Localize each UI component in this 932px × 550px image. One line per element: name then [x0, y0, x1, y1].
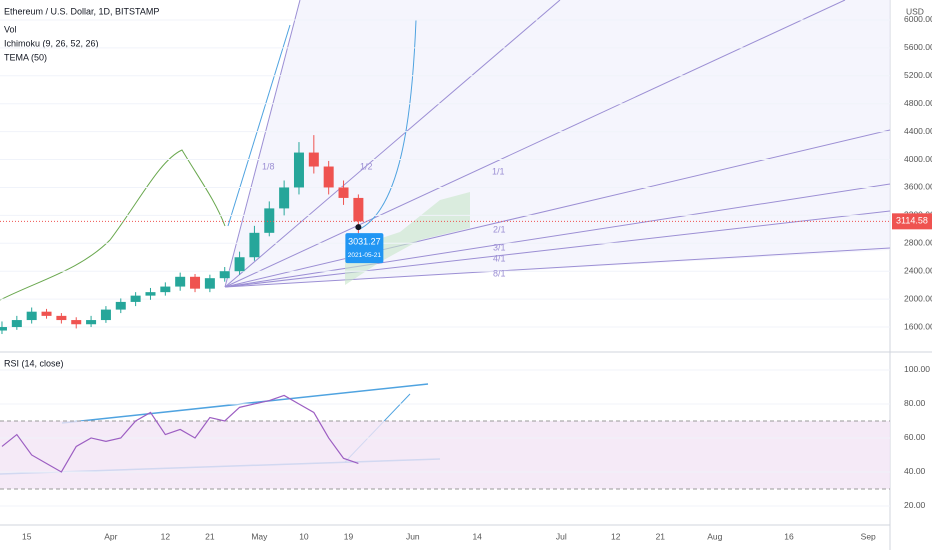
x-tick-label: Sep [861, 531, 876, 541]
candle-body [279, 187, 290, 209]
y-tick-label: 4000.00 [904, 154, 932, 164]
candle-body [338, 187, 349, 198]
indicator-label: TEMA (50) [4, 52, 47, 62]
candle-body [86, 320, 97, 325]
candle-body [323, 166, 334, 188]
y-tick-label: 4400.00 [904, 126, 932, 136]
candle-body [308, 152, 319, 167]
candle-body [26, 311, 37, 321]
x-tick-label: 16 [784, 531, 794, 541]
fan-line [224, 183, 891, 288]
candle-body [56, 315, 67, 321]
x-tick-label: 21 [656, 531, 666, 541]
projection-curve [357, 19, 417, 231]
y-tick-label: 20.00 [904, 500, 926, 510]
fan-label: 1/8 [262, 161, 275, 171]
y-tick-label: 100.00 [904, 364, 930, 374]
candle-body [100, 309, 111, 321]
candle-body [0, 327, 7, 331]
currency: USD [906, 6, 924, 16]
candle-body [353, 197, 364, 222]
arrow [227, 24, 291, 227]
symbol-title: Ethereum / U.S. Dollar, 1D, BITSTAMP [4, 6, 159, 16]
candle-body [115, 301, 126, 310]
x-tick-label: 14 [472, 531, 482, 541]
annotation-dot [355, 224, 362, 231]
fan-label: 1/1 [492, 166, 505, 176]
candle-body [71, 320, 82, 325]
y-tick-label: 4800.00 [904, 98, 932, 108]
x-tick-label: Jul [556, 531, 567, 541]
candle-body [11, 320, 22, 328]
y-tick-label: 6000.00 [904, 14, 932, 24]
candle-body [160, 286, 171, 293]
x-tick-label: Apr [104, 531, 117, 541]
y-tick-label: 5600.00 [904, 42, 932, 52]
x-tick-label: 19 [344, 531, 354, 541]
x-tick-label: 10 [299, 531, 309, 541]
y-tick-label: 3600.00 [904, 182, 932, 192]
indicator-label: Vol [4, 24, 17, 34]
candle-body [145, 292, 156, 296]
annotation-date: 2021-05-21 [348, 252, 382, 259]
rsi-line [1, 394, 359, 473]
candle-body [130, 295, 141, 302]
y-tick-label: 80.00 [904, 398, 926, 408]
x-tick-label: 12 [611, 531, 621, 541]
y-tick-label: 2000.00 [904, 293, 932, 303]
fan-label: 8/1 [493, 268, 506, 278]
fan-line [224, 210, 891, 288]
y-tick-label: 60.00 [904, 432, 926, 442]
candle-body [41, 311, 52, 316]
x-tick-label: Jun [406, 531, 420, 541]
indicator-label: RSI (14, close) [4, 358, 64, 368]
candle-body [190, 276, 201, 289]
candle-body [175, 276, 186, 287]
candle-body [249, 232, 260, 258]
candle-body [204, 278, 215, 289]
x-tick-label: 21 [205, 531, 215, 541]
y-tick-label: 1600.00 [904, 321, 932, 331]
fan-line [224, 129, 891, 288]
last-price-box [892, 213, 932, 230]
candle-body [293, 152, 304, 188]
fan-label: 3/1 [493, 242, 506, 252]
fan-label: 4/1 [493, 253, 506, 263]
fan-label: 2/1 [493, 224, 506, 234]
x-tick-label: Aug [707, 531, 722, 541]
y-tick-label: 40.00 [904, 466, 926, 476]
fan-line [224, 247, 891, 288]
y-tick-label: 2800.00 [904, 238, 932, 248]
candle-body [234, 257, 245, 272]
x-tick-label: 12 [161, 531, 171, 541]
x-tick-label: 15 [22, 531, 32, 541]
fan-fill [225, 0, 890, 287]
candle-body [219, 271, 230, 279]
indicator-label: Ichimoku (9, 26, 52, 26) [4, 38, 99, 48]
rsi-band [0, 420, 890, 489]
y-tick-label: 5200.00 [904, 70, 932, 80]
candle-body [264, 208, 275, 233]
annotation-box [345, 233, 384, 264]
x-tick-label: May [251, 531, 268, 541]
fan-label: 1/2 [360, 161, 373, 171]
annotation-price: 3031.27 [348, 237, 381, 247]
y-tick-label: 2400.00 [904, 265, 932, 275]
last-price-label: 3114.58 [896, 216, 928, 226]
lagging-span [0, 149, 226, 301]
